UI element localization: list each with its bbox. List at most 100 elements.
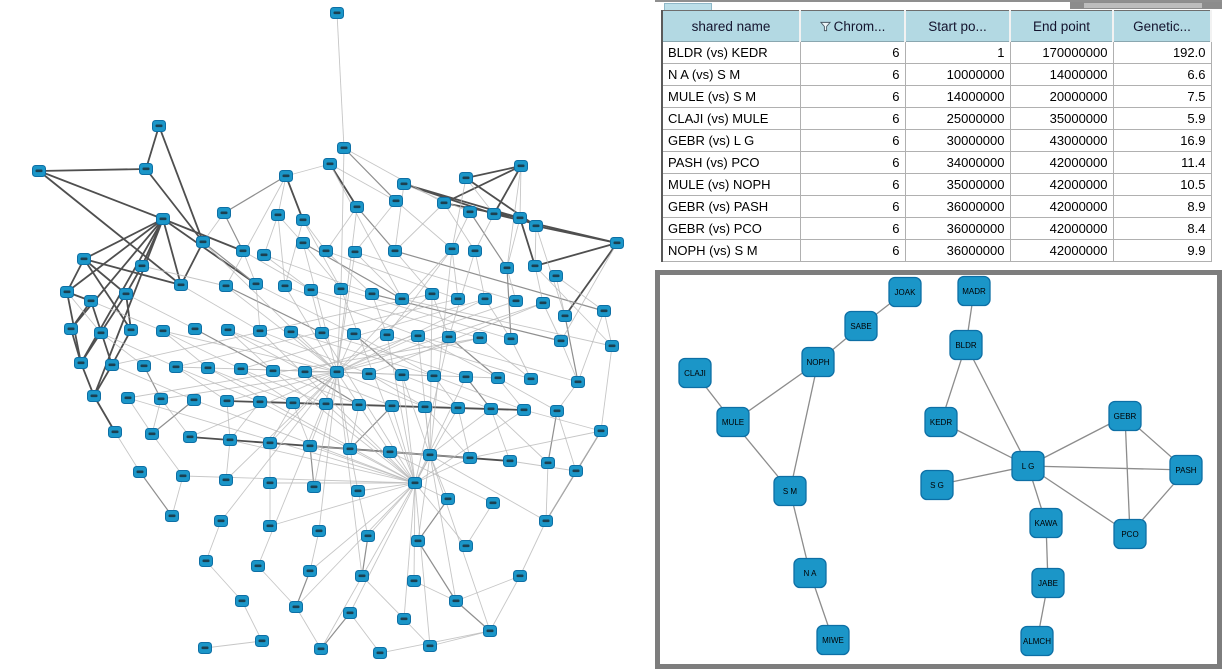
network-edge	[564, 242, 618, 317]
network-node[interactable]	[1011, 450, 1045, 482]
cell-value: 34000000	[904, 151, 1011, 174]
node-label	[222, 284, 230, 288]
network-edge	[162, 330, 338, 373]
node-label	[440, 201, 448, 205]
network-node[interactable]	[844, 310, 878, 342]
network-node[interactable]	[924, 406, 958, 438]
column-header-genetic[interactable]: Genetic...	[1113, 10, 1212, 42]
network-edge	[100, 332, 145, 367]
table-row[interactable]: PASH (vs) PCO 6 34000000 42000000 11.4	[661, 151, 1212, 174]
network-node[interactable]	[1169, 454, 1203, 486]
table-row[interactable]: GEBR (vs) PCO 6 36000000 42000000 8.4	[661, 217, 1212, 240]
node-label	[486, 629, 494, 633]
column-header-start-point[interactable]: Start po...	[905, 10, 1011, 42]
full-network-panel[interactable]	[0, 0, 655, 669]
network-node[interactable]	[1029, 507, 1063, 539]
network-edge	[519, 520, 547, 577]
table-row[interactable]: MULE (vs) NOPH 6 35000000 42000000 10.5	[661, 173, 1212, 196]
network-edge	[295, 482, 416, 608]
table-row[interactable]: GEBR (vs) L G 6 30000000 43000000 16.9	[661, 129, 1212, 152]
network-node[interactable]	[888, 276, 922, 308]
network-edge	[443, 202, 476, 252]
column-header-end-point[interactable]: End point	[1010, 10, 1114, 42]
node-label	[462, 544, 470, 548]
header-label: End point	[1032, 18, 1091, 34]
node-label	[574, 380, 582, 384]
network-node[interactable]	[949, 329, 983, 361]
network-edge	[241, 600, 263, 642]
network-edge	[290, 331, 435, 377]
network-node[interactable]	[773, 475, 807, 507]
node-label	[299, 241, 307, 245]
network-node[interactable]	[801, 346, 835, 378]
network-edge	[417, 454, 431, 542]
table-row[interactable]: MULE (vs) S M 6 14000000 20000000 7.5	[661, 85, 1212, 108]
cell-value: 6	[799, 195, 906, 218]
network-edge	[38, 168, 147, 172]
node-label	[87, 299, 95, 303]
column-header-shared-name[interactable]: shared name	[662, 10, 801, 42]
network-edge	[542, 302, 562, 342]
node-label	[306, 444, 314, 448]
network-node[interactable]	[957, 275, 991, 307]
network-edge	[284, 219, 304, 287]
horizontal-scrollbar[interactable]	[1070, 2, 1222, 9]
table-row[interactable]: CLAJI (vs) MULE 6 25000000 35000000 5.9	[661, 107, 1212, 130]
network-edge	[304, 371, 360, 406]
node-label	[136, 470, 144, 474]
network-node[interactable]	[1108, 400, 1142, 432]
network-node[interactable]	[678, 357, 712, 389]
network-node[interactable]	[1020, 625, 1054, 657]
node-label	[507, 337, 515, 341]
cell-shared-name: GEBR (vs) PASH	[661, 195, 801, 218]
network-edge	[433, 375, 525, 411]
network-edge	[534, 265, 544, 304]
node-label	[346, 447, 354, 451]
funnel-filter-icon[interactable]	[819, 21, 831, 32]
network-edge	[389, 451, 494, 504]
network-edge	[354, 251, 517, 302]
cell-value: 6	[799, 217, 906, 240]
network-edge	[229, 401, 261, 441]
network-edge	[367, 482, 416, 537]
table-row[interactable]: NOPH (vs) S M 6 36000000 42000000 9.9	[661, 239, 1212, 262]
node-label	[454, 406, 462, 410]
node-label	[190, 398, 198, 402]
network-node[interactable]	[1113, 518, 1147, 550]
network-node[interactable]	[1031, 567, 1065, 599]
scrollbar-thumb[interactable]	[1084, 3, 1202, 8]
network-edge	[349, 612, 381, 654]
network-edge	[83, 258, 132, 331]
table-row[interactable]: GEBR (vs) PASH 6 36000000 42000000 8.9	[661, 195, 1212, 218]
table-row[interactable]: N A (vs) S M 6 10000000 14000000 6.6	[661, 63, 1212, 86]
node-label	[204, 366, 212, 370]
network-node[interactable]	[816, 624, 850, 656]
network-node[interactable]	[920, 469, 954, 501]
cell-value: 11.4	[1112, 151, 1212, 174]
network-edge	[403, 183, 471, 213]
network-edge	[368, 373, 426, 408]
network-edge	[226, 400, 525, 411]
node-label	[318, 331, 326, 335]
network-edge	[403, 482, 416, 620]
column-header-chromosome[interactable]: Chrom...	[800, 10, 906, 42]
network-node[interactable]	[793, 557, 827, 589]
table-header-row: shared name Chrom... Start po... End poi…	[662, 10, 1212, 42]
network-edge	[401, 374, 416, 484]
network-edge	[534, 242, 618, 267]
node-label	[503, 266, 511, 270]
network-edge	[336, 302, 544, 373]
network-edge	[227, 329, 306, 373]
full-network-canvas[interactable]	[0, 0, 655, 669]
node-label	[172, 365, 180, 369]
network-node[interactable]	[716, 406, 750, 438]
network-edge	[285, 163, 331, 177]
table-row[interactable]: BLDR (vs) KEDR 6 1 170000000 192.0	[661, 41, 1212, 64]
filtered-network-canvas[interactable]: JOAK SABE NOPH CLAJI MULE S M N A MIWE MADR BLDR K…	[660, 275, 1217, 664]
network-edge	[493, 165, 522, 215]
network-edge	[180, 284, 261, 332]
node-label	[398, 373, 406, 377]
node-label: KAWA	[1035, 519, 1059, 528]
cell-value: 1	[904, 41, 1011, 64]
network-edge	[145, 125, 160, 170]
